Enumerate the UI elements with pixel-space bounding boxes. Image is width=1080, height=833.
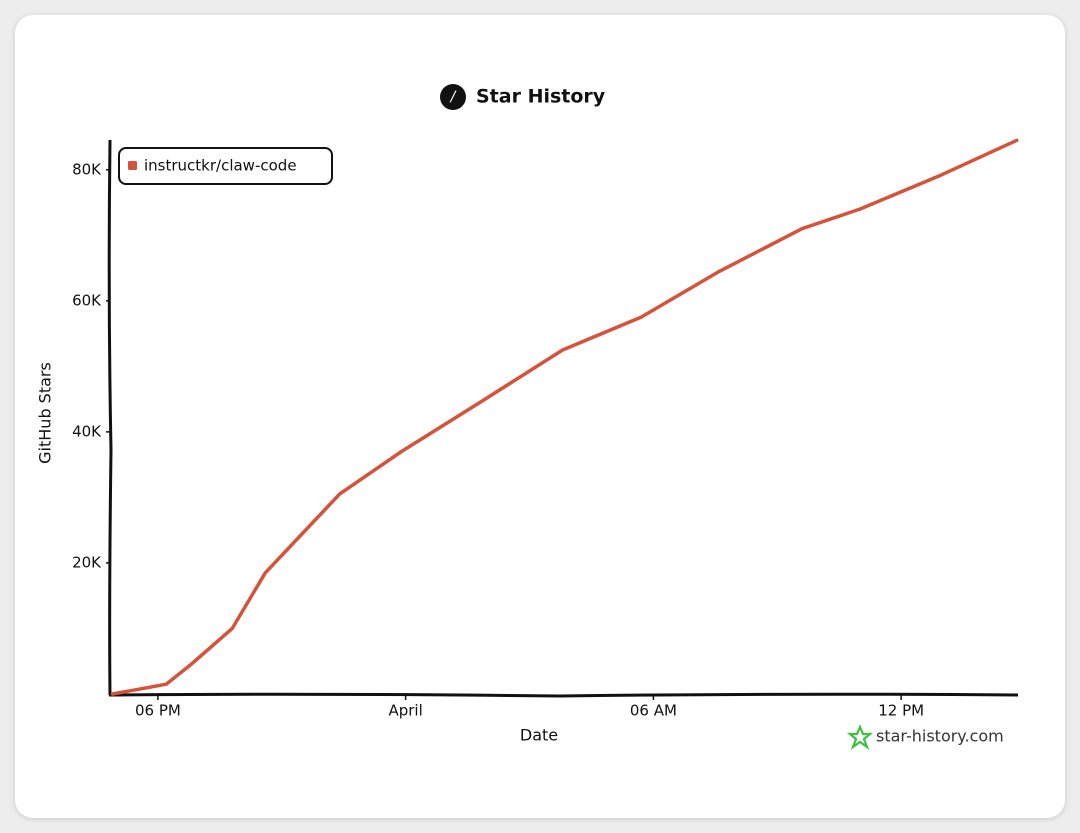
y-tick-label: 80K: [72, 160, 102, 178]
x-axis-label: Date: [520, 726, 558, 745]
x-tick-label: 12 PM: [878, 702, 924, 720]
y-tick-label: 60K: [72, 291, 102, 309]
line: [110, 138, 1019, 696]
x-axis: [108, 692, 1019, 698]
legend-label: instructkr/claw-code: [144, 157, 297, 175]
x-tick-label: 06 PM: [135, 702, 181, 720]
chart-title: Star History: [476, 86, 606, 108]
watermark-icon: [846, 724, 874, 750]
x-tick-label: April: [388, 702, 422, 720]
legend-swatch: [128, 161, 137, 170]
y-tick-label: 20K: [72, 553, 102, 571]
x-tick-label: 06 AM: [630, 702, 677, 720]
title-icon-glyph: /: [449, 89, 457, 105]
watermark: star-history.com: [876, 727, 1004, 746]
y-tick-label: 40K: [72, 422, 102, 440]
title-icon: [440, 84, 466, 110]
y-axis-label: GitHub Stars: [36, 362, 55, 464]
legend-box: [118, 147, 333, 185]
y-axis: [107, 139, 113, 696]
